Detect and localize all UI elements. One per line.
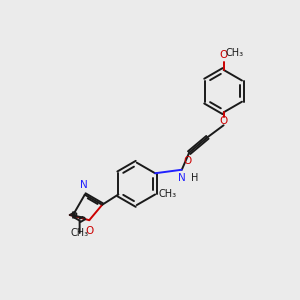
- Text: CH₃: CH₃: [70, 228, 89, 238]
- Text: N: N: [178, 173, 186, 183]
- Text: CH₃: CH₃: [225, 48, 243, 59]
- Text: O: O: [183, 155, 191, 166]
- Text: O: O: [220, 50, 228, 60]
- Text: O: O: [220, 116, 228, 126]
- Text: N: N: [80, 180, 88, 190]
- Text: CH₃: CH₃: [159, 190, 177, 200]
- Text: H: H: [191, 173, 199, 183]
- Text: O: O: [85, 226, 93, 236]
